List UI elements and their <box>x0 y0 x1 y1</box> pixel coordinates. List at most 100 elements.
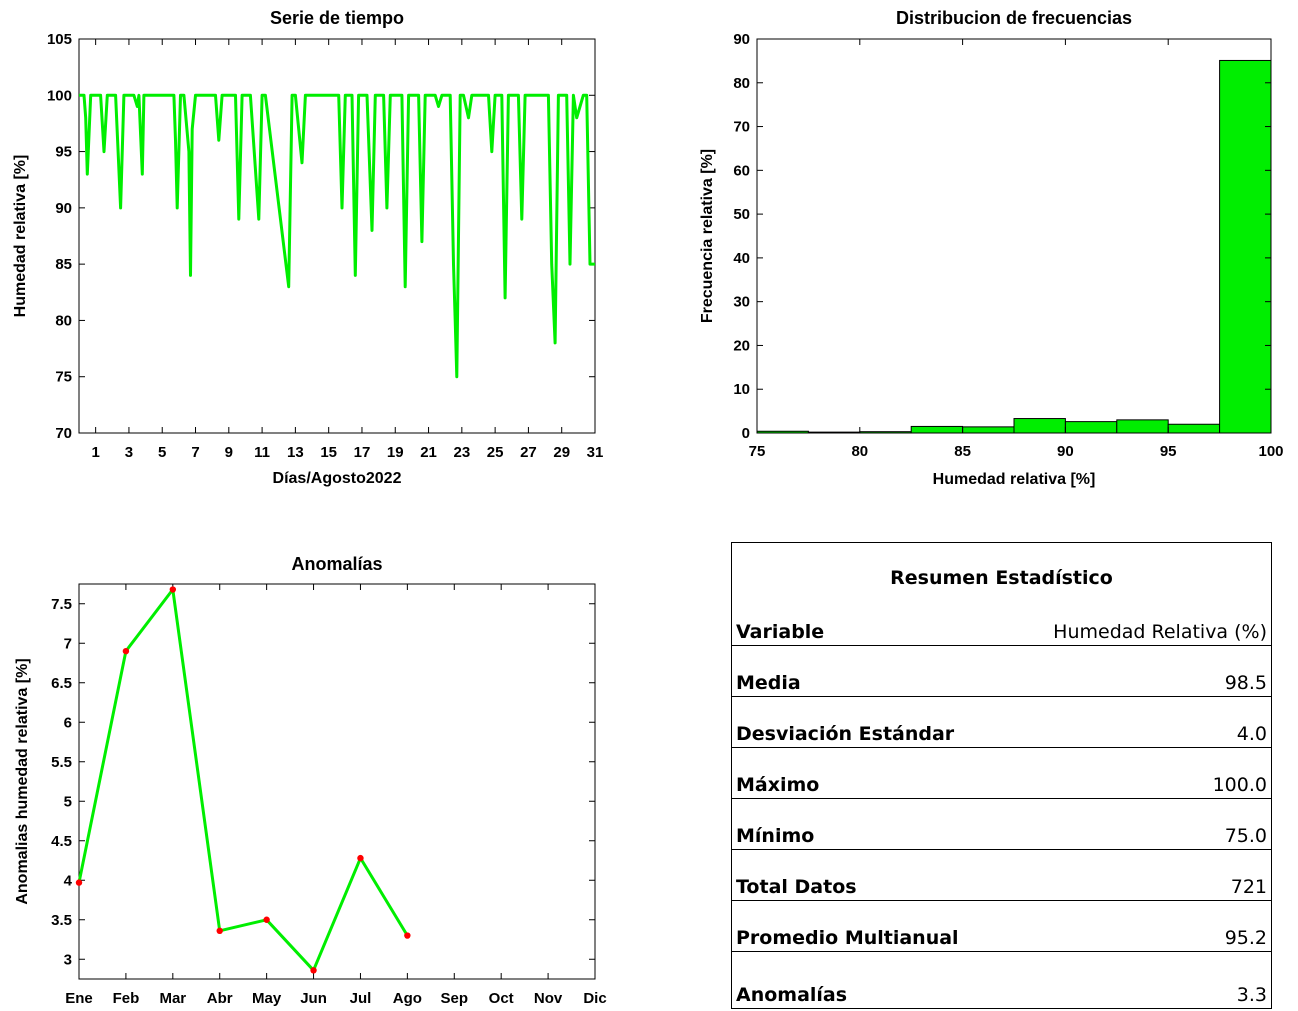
anomalies-y-tick-label: 3.5 <box>51 912 72 929</box>
anomalies-y-tick-label: 7.5 <box>51 596 72 613</box>
timeseries-plot-frame <box>78 38 596 434</box>
anomalies-y-tick-label: 4.5 <box>51 833 72 850</box>
timeseries-title: Serie de tiempo <box>270 8 404 28</box>
anomalies-point <box>404 932 411 939</box>
anomalies-y-tick-label: 5.5 <box>51 754 72 771</box>
timeseries-x-tick-label: 31 <box>587 444 604 461</box>
anomalies-point <box>263 916 270 923</box>
stats-row-media: Media 98.5 <box>732 646 1271 697</box>
timeseries-y-tick-label: 80 <box>55 312 72 329</box>
anomalies-point <box>310 967 317 974</box>
histogram-y-tick-label: 90 <box>733 31 750 48</box>
anomalies-line <box>77 588 409 972</box>
stats-value: 721 <box>1230 876 1267 898</box>
timeseries-x-tick-label: 25 <box>487 444 504 461</box>
stats-label: Desviación Estándar <box>736 723 955 745</box>
timeseries-y-label: Humedad relativa [%] <box>12 155 29 318</box>
histogram-bar <box>962 426 1015 434</box>
anomalies-y-tick-label: 5 <box>64 793 72 810</box>
histogram-x-tick-label: 90 <box>1057 443 1074 460</box>
histogram-y-tick-label: 30 <box>733 294 750 311</box>
timeseries-x-tick-label: 3 <box>125 444 133 461</box>
anomalies-plot-frame <box>78 583 596 980</box>
stats-title: Resumen Estadístico <box>890 567 1113 589</box>
timeseries-x-tick-label: 29 <box>553 444 570 461</box>
histogram-y-tick-label: 10 <box>733 381 750 398</box>
histogram-y-tick-label: 50 <box>733 206 750 223</box>
anomalies-point <box>357 854 364 862</box>
histogram-bar <box>910 425 964 434</box>
timeseries-x-tick-label: 21 <box>420 444 437 461</box>
anomalies-point <box>75 879 83 886</box>
anomalies-x-tick-label: Ago <box>393 990 422 1007</box>
anomalies-point <box>122 647 130 655</box>
timeseries-y-tick-label: 105 <box>47 31 72 48</box>
timeseries-x-tick-label: 27 <box>520 444 537 461</box>
anomalies-x-tick-label: Oct <box>489 990 514 1007</box>
anomalies-x-tick-label: Nov <box>534 990 563 1007</box>
timeseries-y-tick-label: 100 <box>47 87 72 104</box>
stats-value: 4.0 <box>1236 723 1267 745</box>
anomalies-point <box>216 927 223 935</box>
stats-label: Total Datos <box>736 876 857 898</box>
timeseries-x-tick-label: 17 <box>354 444 371 461</box>
histogram-bar <box>1219 59 1272 434</box>
timeseries-y-tick-label: 75 <box>55 369 72 386</box>
anomalies-y-tick-label: 7 <box>64 635 72 652</box>
timeseries-x-tick-label: 1 <box>91 444 99 461</box>
timeseries-x-tick-label: 13 <box>287 444 304 461</box>
anomalies-x-tick-label: May <box>252 990 282 1007</box>
histogram-y-tick-label: 70 <box>733 119 750 136</box>
histogram-bar <box>1167 423 1221 434</box>
timeseries-y-tick-label: 85 <box>55 256 72 273</box>
anomalies-x-tick-label: Jul <box>350 990 372 1007</box>
histogram-x-tick-label: 80 <box>851 443 868 460</box>
timeseries-x-label: Días/Agosto2022 <box>273 470 402 487</box>
histogram-title: Distribucion de frecuencias <box>896 8 1132 28</box>
stats-row-total-datos: Total Datos 721 <box>732 850 1271 901</box>
anomalies-x-tick-label: Mar <box>159 990 186 1007</box>
anomalies-title: Anomalías <box>291 554 382 574</box>
histogram-bar <box>1116 419 1169 434</box>
stats-row-promedio-multianual: Promedio Multianual 95.2 <box>732 901 1271 952</box>
stats-value: 75.0 <box>1224 825 1267 847</box>
stats-row-maximo: Máximo 100.0 <box>732 748 1271 799</box>
anomalies-y-tick-label: 6 <box>64 714 72 731</box>
stats-label: Media <box>736 672 801 694</box>
histogram-y-tick-label: 20 <box>733 337 750 354</box>
timeseries-x-tick-label: 11 <box>254 444 270 461</box>
histogram-x-tick-label: 100 <box>1258 443 1283 460</box>
timeseries-y-tick-label: 70 <box>55 425 72 442</box>
anomalies-y-tick-label: 3 <box>64 951 72 968</box>
histogram-x-tick-label: 95 <box>1160 443 1177 460</box>
histogram-y-label: Frecuencia relativa [%] <box>699 149 716 323</box>
histogram-plot-frame <box>756 38 1272 434</box>
stats-value: Humedad Relativa (%) <box>1053 621 1267 643</box>
timeseries-x-tick-label: 15 <box>320 444 337 461</box>
stats-label: Máximo <box>736 774 820 796</box>
histogram-x-tick-label: 85 <box>954 443 971 460</box>
timeseries-line <box>79 93 595 379</box>
stats-label: Promedio Multianual <box>736 927 959 949</box>
histogram-y-tick-label: 80 <box>733 75 750 92</box>
stats-row-anomalias: Anomalías 3.3 <box>732 952 1271 1008</box>
stats-row-desviacion: Desviación Estándar 4.0 <box>732 697 1271 748</box>
histogram-x-label: Humedad relativa [%] <box>933 471 1096 488</box>
timeseries-x-tick-label: 5 <box>158 444 166 461</box>
histogram-x-tick-label: 75 <box>749 443 766 460</box>
histogram-y-tick-label: 60 <box>733 162 750 179</box>
anomalies-x-tick-label: Ene <box>65 990 93 1007</box>
anomalies-y-label: Anomalias humedad relativa [%] <box>14 658 31 904</box>
anomalies-x-tick-label: Sep <box>441 990 469 1007</box>
stats-summary-table: Resumen Estadístico Variable Humedad Rel… <box>731 542 1272 1009</box>
histogram-y-tick-label: 0 <box>742 425 750 442</box>
histogram-bar <box>1013 418 1066 434</box>
timeseries-x-tick-label: 19 <box>387 444 404 461</box>
histogram-bar <box>1064 421 1118 434</box>
stats-value: 95.2 <box>1224 927 1267 949</box>
timeseries-x-tick-label: 7 <box>191 444 199 461</box>
stats-label: Anomalías <box>736 984 848 1006</box>
anomalies-x-tick-label: Feb <box>113 990 140 1007</box>
anomalies-x-tick-label: Jun <box>300 990 327 1007</box>
